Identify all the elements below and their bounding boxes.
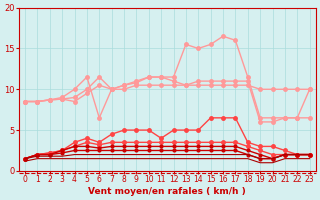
X-axis label: Vent moyen/en rafales ( km/h ): Vent moyen/en rafales ( km/h ): [88, 187, 246, 196]
